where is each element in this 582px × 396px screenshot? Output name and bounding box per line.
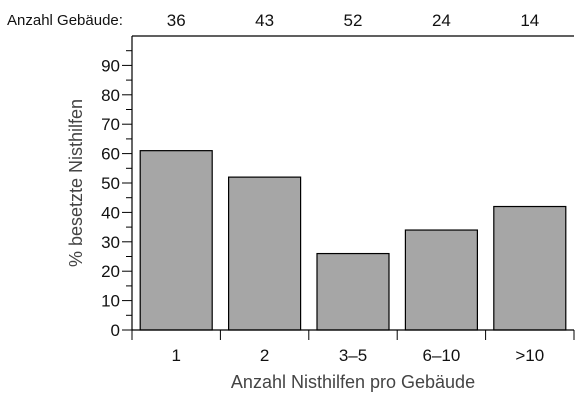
building-count-label: 52	[344, 11, 363, 30]
building-count-label: 24	[432, 11, 451, 30]
bar-3	[316, 252, 390, 331]
x-tick-label: 1	[171, 346, 180, 365]
bar-5	[493, 205, 567, 331]
x-axis: 1 2 3–5 6–10 >10	[131, 329, 575, 365]
y-tick-label: 80	[101, 86, 120, 105]
bar-2	[228, 176, 302, 331]
building-count-prefix: Anzahl Gebäude:	[7, 12, 123, 29]
y-tick-label: 20	[101, 262, 120, 281]
x-tick-label: >10	[515, 346, 544, 365]
y-tick-label: 50	[101, 174, 120, 193]
bar-4	[404, 229, 478, 331]
y-tick-label: 90	[101, 56, 120, 75]
building-counts: 36 43 52 24 14	[167, 11, 540, 30]
building-count-label: 36	[167, 11, 186, 30]
y-tick-label: 40	[101, 203, 120, 222]
y-tick-label: 70	[101, 115, 120, 134]
bars	[139, 150, 567, 331]
y-tick-label: 30	[101, 233, 120, 252]
y-axis-title: % besetzte Nisthilfen	[66, 99, 86, 267]
y-tick-label: 10	[101, 292, 120, 311]
x-tick-label: 2	[260, 346, 269, 365]
building-count-label: 14	[520, 11, 539, 30]
y-tick-label: 0	[111, 321, 120, 340]
bar-1	[139, 150, 213, 331]
y-tick-label: 60	[101, 145, 120, 164]
x-tick-label: 3–5	[339, 346, 367, 365]
building-count-label: 43	[255, 11, 274, 30]
x-tick-label: 6–10	[422, 346, 460, 365]
y-axis: 0 10 20 30 40 50 60 70 80 90	[101, 36, 133, 340]
x-axis-title: Anzahl Nisthilfen pro Gebäude	[231, 372, 475, 392]
